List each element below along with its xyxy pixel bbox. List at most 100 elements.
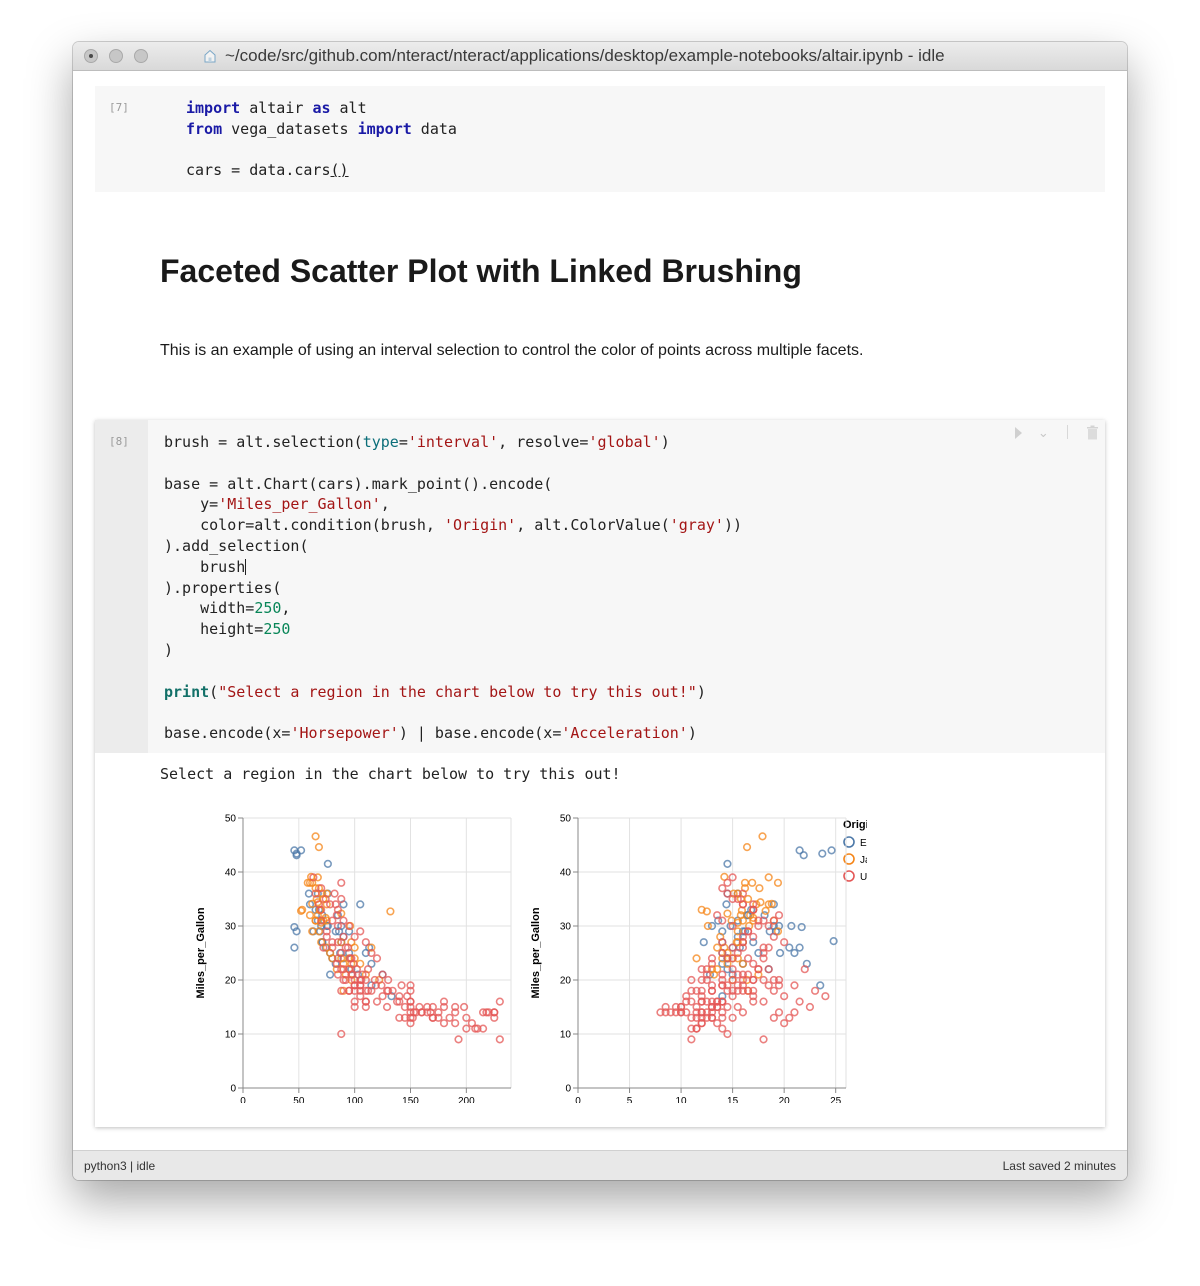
code-editor[interactable]: import altair as alt from vega_datasets …	[186, 98, 457, 181]
y-tick-label: 10	[560, 1030, 572, 1041]
data-point	[713, 943, 722, 952]
data-point	[702, 975, 711, 985]
data-point	[372, 954, 382, 963]
data-point	[423, 1008, 432, 1017]
data-point	[378, 970, 387, 979]
markdown-paragraph: This is an example of using an interval …	[160, 342, 864, 359]
data-point	[738, 938, 748, 947]
data-point	[749, 932, 758, 941]
data-point	[386, 907, 395, 916]
data-point	[702, 1013, 711, 1022]
data-point	[370, 975, 379, 985]
toolbar-separator	[1066, 425, 1068, 439]
data-point	[738, 959, 748, 968]
data-point	[403, 992, 412, 1001]
data-point	[350, 932, 359, 941]
data-point	[738, 932, 748, 941]
chevron-down-icon[interactable]: ⌄	[1037, 426, 1049, 441]
code-token: 'gray'	[669, 516, 724, 535]
zoom-window-button[interactable]	[134, 49, 148, 63]
data-point	[676, 1008, 686, 1017]
data-point	[333, 921, 343, 931]
data-point	[760, 911, 769, 920]
data-point	[765, 927, 774, 936]
x-tick-label: 0	[240, 1096, 246, 1103]
data-point	[495, 997, 504, 1006]
data-point	[697, 1008, 706, 1017]
code-cell-2[interactable]: [8] brush = alt.selection(type='interval…	[95, 420, 1105, 1127]
data-point	[344, 921, 354, 931]
data-point	[317, 884, 326, 893]
text-cursor	[245, 558, 247, 575]
data-point	[697, 986, 706, 995]
data-point	[337, 948, 346, 958]
cell-input[interactable]: [8] brush = alt.selection(type='interval…	[95, 420, 1105, 753]
code-token: color=alt.condition(brush,	[164, 516, 444, 535]
code-token: from	[186, 119, 223, 138]
code-token: width=	[164, 599, 255, 618]
data-point	[713, 997, 722, 1006]
data-point	[805, 1002, 815, 1012]
data-point	[337, 986, 346, 995]
data-point	[764, 873, 773, 882]
data-point	[749, 997, 758, 1006]
data-point	[322, 932, 331, 941]
faceted-scatter-chart[interactable]: 01020304050050100150200HorsepowerMiles_p…	[167, 788, 867, 1104]
data-point	[415, 1002, 424, 1012]
data-point	[328, 938, 337, 947]
code-token: ).properties(	[164, 578, 282, 597]
data-point	[795, 943, 804, 952]
close-window-button[interactable]	[84, 49, 98, 63]
data-point	[775, 948, 785, 958]
legend-label: USA	[860, 872, 867, 883]
data-point	[361, 948, 370, 958]
code-editor[interactable]: brush = alt.selection(type='interval', r…	[164, 432, 742, 744]
code-token: base.encode(x=	[164, 724, 291, 743]
data-point	[326, 900, 335, 909]
data-point	[728, 992, 737, 1001]
x-tick-label: 25	[830, 1096, 842, 1103]
data-point	[328, 943, 337, 952]
code-token: 'interval'	[407, 433, 499, 451]
data-point	[371, 981, 380, 990]
minimize-window-button[interactable]	[109, 49, 123, 63]
data-point	[361, 1002, 370, 1012]
data-point	[723, 889, 732, 898]
data-point	[692, 1013, 701, 1022]
code-token: import	[357, 119, 412, 138]
data-point	[718, 916, 727, 925]
data-point	[682, 1008, 691, 1017]
data-point	[769, 1013, 778, 1022]
data-point	[348, 970, 357, 979]
data-point	[303, 878, 312, 887]
code-token: height=	[164, 620, 264, 639]
data-point	[733, 954, 742, 963]
data-point	[749, 938, 758, 947]
data-point	[749, 959, 758, 968]
data-point	[764, 943, 773, 952]
data-point	[290, 943, 299, 952]
code-cell-1[interactable]: [7] import altair as alt from vega_datas…	[95, 86, 1105, 192]
data-point	[795, 997, 804, 1006]
data-point	[656, 1008, 665, 1017]
data-point	[703, 921, 712, 931]
trash-icon[interactable]	[1086, 425, 1099, 440]
data-point	[356, 927, 365, 936]
data-point	[745, 921, 754, 931]
data-point	[445, 1013, 454, 1022]
data-point	[733, 927, 742, 936]
data-point	[350, 997, 359, 1006]
data-point	[397, 981, 406, 990]
data-point	[759, 954, 768, 963]
code-token: import	[186, 99, 241, 117]
data-point	[687, 997, 696, 1006]
data-point	[490, 1008, 499, 1017]
legend-symbol	[843, 836, 855, 848]
data-point	[785, 1013, 794, 1022]
code-token: type	[362, 433, 399, 451]
play-icon[interactable]	[1014, 427, 1022, 439]
y-tick-label: 0	[565, 1084, 571, 1095]
data-point	[756, 898, 765, 907]
cell-toolbar: ⌄	[1014, 425, 1099, 441]
markdown-heading: Faceted Scatter Plot with Linked Brushin…	[160, 253, 802, 289]
